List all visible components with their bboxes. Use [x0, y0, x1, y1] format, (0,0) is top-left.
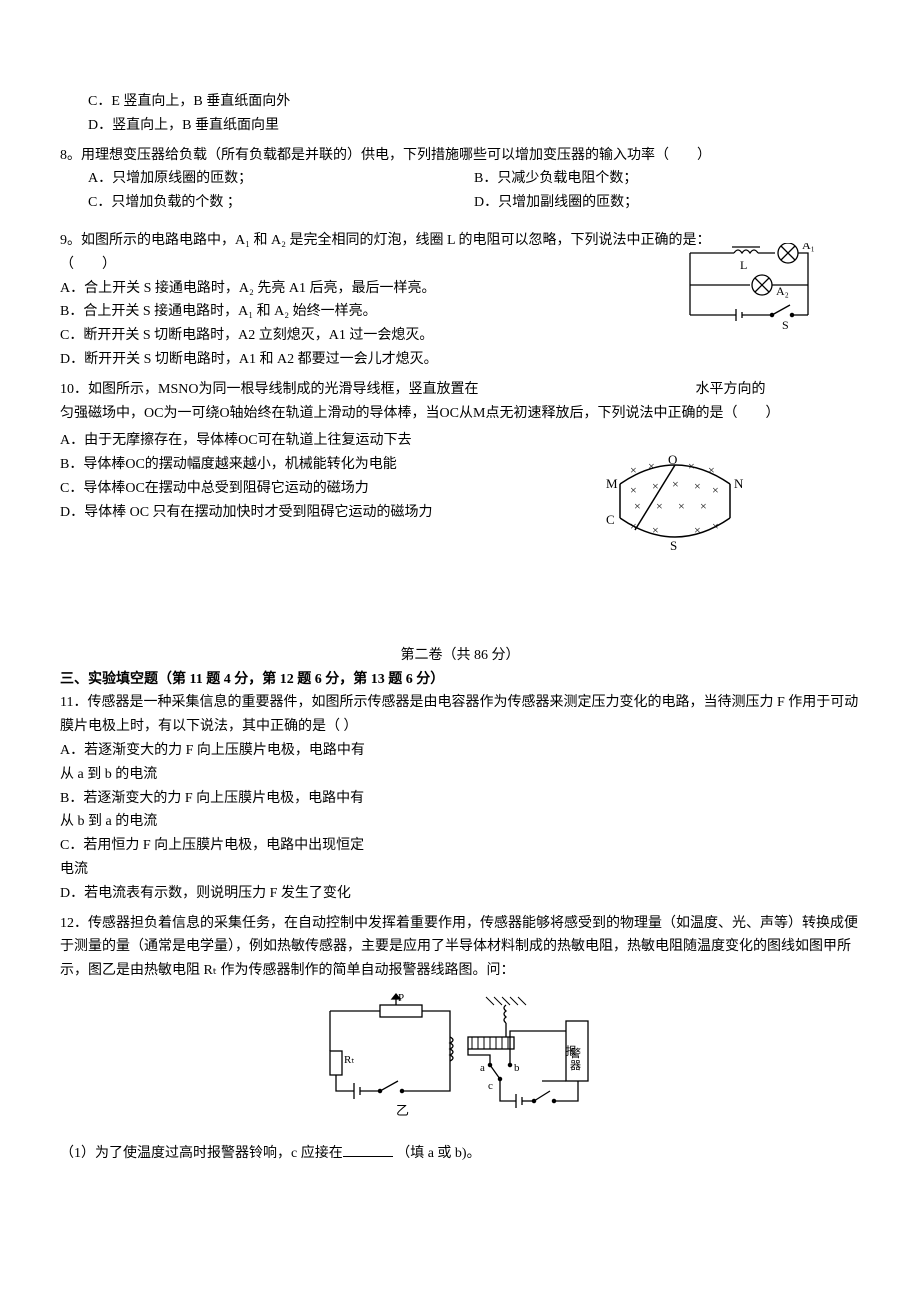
label-m: M	[606, 476, 618, 491]
q12-sub1: （1）为了使温度过高时报警器铃响，c 应接在 （填 a 或 b)。	[60, 1142, 860, 1166]
q12-stem: 12．传感器担负着信息的采集任务，在自动控制中发挥着重要作用，传感器能够将感受到…	[60, 912, 860, 983]
q12-figure: Rₜ P a b c 乙 报 警 器	[60, 991, 860, 1130]
q11-opt-d: D．若电流表有示数，则说明压力 F 发生了变化	[60, 882, 860, 906]
label-a1: A₁	[802, 243, 815, 252]
label-n: N	[734, 476, 744, 491]
svg-text:×: ×	[652, 479, 659, 493]
q12-sub1-a: （1）为了使温度过高时报警器铃响，c 应接在	[60, 1146, 343, 1161]
svg-text:×: ×	[700, 499, 707, 513]
question-10: 10．如图所示，MSNO为同一根导线制成的光滑导线框，竖直放置在 水平方向的 匀…	[60, 378, 860, 568]
q10-stem-a: 10．如图所示，MSNO为同一根导线制成的光滑导线框，竖直放置在	[60, 382, 478, 397]
q10-frame-figure: × × × × × × × × × × × × × × × × × M N O C S	[600, 454, 750, 554]
q11-opt-b2: 从 b 到 a 的电流	[60, 810, 860, 834]
svg-text:×: ×	[688, 459, 695, 473]
q10-opt-a: A．由于无摩擦存在，导体棒OC可在轨道上往复运动下去	[60, 429, 860, 453]
svg-text:×: ×	[694, 479, 701, 493]
q8-opt-d: D．只增加副线圈的匝数；	[474, 191, 860, 215]
label-s: S	[782, 318, 789, 332]
q9-circuit-figure: L A₁ A₂ S	[680, 243, 820, 333]
label-a2: A₂	[776, 284, 789, 298]
q11-opt-c1: C．若用恒力 F 向上压膜片电极，电路中出现恒定	[60, 834, 860, 858]
svg-text:×: ×	[712, 483, 719, 497]
q10-stem-a-tail: 水平方向的	[695, 382, 765, 397]
blank-input[interactable]	[343, 1142, 393, 1157]
svg-text:×: ×	[630, 483, 637, 497]
option-d: D．竖直向上，B 垂直纸面向里	[60, 114, 860, 138]
question-7-options: C．E 竖直向上，B 垂直纸面向外 D．竖直向上，B 垂直纸面向里	[60, 90, 860, 138]
q11-opt-a1: A．若逐渐变大的力 F 向上压膜片电极，电路中有	[60, 739, 860, 763]
label-p: P	[398, 992, 404, 1004]
q10-stem-line1: 10．如图所示，MSNO为同一根导线制成的光滑导线框，竖直放置在 水平方向的	[60, 378, 860, 402]
part2-title: 第二卷（共 86 分）	[60, 644, 860, 668]
q11-opt-b1: B．若逐渐变大的力 F 向上压膜片电极，电路中有	[60, 787, 860, 811]
section-3-title: 三、实验填空题（第 11 题 4 分，第 12 题 6 分，第 13 题 6 分…	[60, 668, 860, 692]
svg-text:警: 警	[570, 1046, 581, 1060]
label-o: O	[668, 454, 677, 467]
svg-text:×: ×	[672, 477, 679, 491]
q8-opt-c: C．只增加负载的个数 ；	[88, 191, 474, 215]
label-b: b	[514, 1062, 520, 1074]
question-11: 11．传感器是一种采集信息的重要器件，如图所示传感器是由电容器作为传感器来测定压…	[60, 691, 860, 905]
svg-text:×: ×	[634, 499, 641, 513]
label-a: a	[480, 1062, 485, 1074]
label-rt: Rₜ	[344, 1054, 355, 1066]
label-s10: S	[670, 538, 677, 553]
q8-row2: C．只增加负载的个数 ； D．只增加副线圈的匝数；	[60, 191, 860, 215]
label-yi: 乙	[396, 1103, 409, 1118]
label-cc: c	[488, 1080, 493, 1092]
q8-stem: 8。用理想变压器给负载（所有负载都是并联的）供电，下列措施哪些可以增加变压器的输…	[60, 144, 860, 168]
svg-text:器: 器	[570, 1059, 581, 1072]
question-8: 8。用理想变压器给负载（所有负载都是并联的）供电，下列措施哪些可以增加变压器的输…	[60, 144, 860, 215]
q12-sub1-b: （填 a 或 b)。	[396, 1146, 480, 1161]
svg-text:×: ×	[652, 523, 659, 537]
svg-text:×: ×	[708, 463, 715, 477]
svg-text:×: ×	[656, 499, 663, 513]
svg-text:×: ×	[694, 523, 701, 537]
q8-opt-b: B．只减少负载电阻个数；	[474, 167, 860, 191]
q8-opt-a: A．只增加原线圈的匝数；	[88, 167, 474, 191]
question-12: 12．传感器担负着信息的采集任务，在自动控制中发挥着重要作用，传感器能够将感受到…	[60, 912, 860, 1166]
q11-opt-a2: 从 a 到 b 的电流	[60, 763, 860, 787]
label-c: C	[606, 512, 615, 527]
q10-stem-b: 匀强磁场中，OC为一可绕O轴始终在轨道上滑动的导体棒，当OC从M点无初速释放后，…	[60, 402, 860, 426]
q9-opt-d: D．断开开关 S 切断电路时，A1 和 A2 都要过一会儿才熄灭。	[60, 348, 860, 372]
svg-text:×: ×	[678, 499, 685, 513]
svg-text:×: ×	[630, 463, 637, 477]
question-9: 9。如图所示的电路电路中，A₁ 和 A₂ 是完全相同的灯泡，线圈 L 的电阻可以…	[60, 229, 860, 372]
svg-text:×: ×	[630, 519, 637, 533]
q11-stem: 11．传感器是一种采集信息的重要器件，如图所示传感器是由电容器作为传感器来测定压…	[60, 691, 860, 739]
label-l: L	[740, 258, 747, 272]
svg-text:×: ×	[712, 519, 719, 533]
q11-opt-c2: 电流	[60, 858, 860, 882]
svg-text:×: ×	[648, 459, 655, 473]
q8-row1: A．只增加原线圈的匝数； B．只减少负载电阻个数；	[60, 167, 860, 191]
option-c: C．E 竖直向上，B 垂直纸面向外	[60, 90, 860, 114]
